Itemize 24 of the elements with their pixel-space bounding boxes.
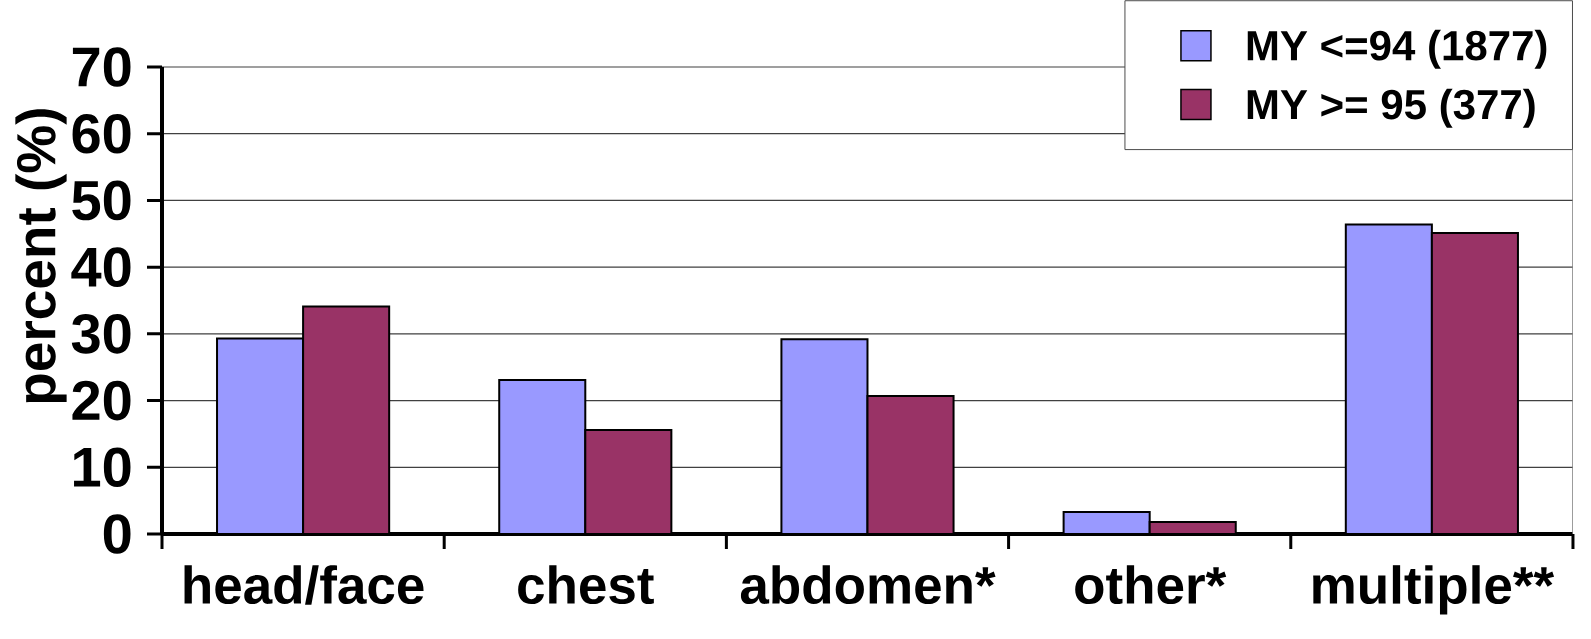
y-tick-label: 10 <box>74 447 131 488</box>
bar <box>584 428 673 534</box>
x-tick-label: abdomen* <box>740 565 996 605</box>
y-tick-label: 70 <box>72 47 131 87</box>
bar <box>866 394 955 534</box>
y-tick-label: 40 <box>71 247 131 287</box>
x-tick-label: chest <box>518 565 654 605</box>
x-tick-label: head/face <box>184 565 424 605</box>
y-tick-label: 60 <box>72 113 131 154</box>
bar <box>1430 232 1519 534</box>
y-tick-label: 20 <box>72 380 131 421</box>
bar <box>780 338 869 534</box>
bar <box>1344 223 1433 534</box>
y-axis-title: percent (%) <box>15 109 67 403</box>
y-tick-label: 0 <box>103 514 131 554</box>
bar <box>302 305 391 534</box>
x-tick-label: multiple** <box>1313 565 1555 615</box>
legend-label: MY <=94 (1877) <box>1247 29 1547 69</box>
y-tick-label: 30 <box>71 313 131 354</box>
x-tick-label: other* <box>1075 565 1227 605</box>
bar <box>216 337 305 534</box>
y-tick-label: 50 <box>72 180 131 221</box>
legend-label: MY >= 95 (377) <box>1247 88 1535 128</box>
bar <box>498 378 587 534</box>
